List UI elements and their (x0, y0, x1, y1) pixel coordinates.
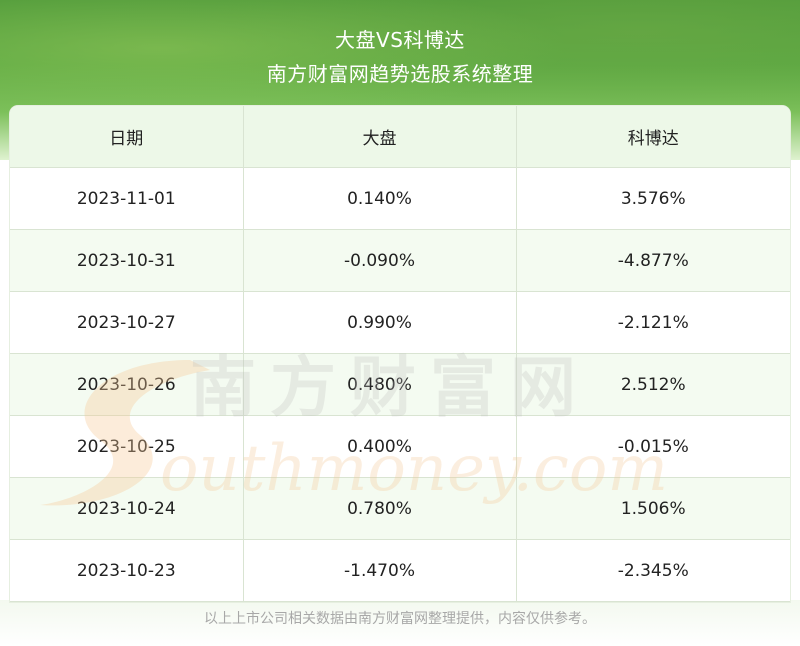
data-table-card: 日期 大盘 科博达 2023-11-01 0.140% 3.576% 2023-… (10, 106, 790, 602)
column-header-stock: 科博达 (516, 106, 790, 168)
table-row: 2023-11-01 0.140% 3.576% (10, 167, 790, 230)
stock-cell: 2.512% (516, 353, 790, 416)
date-cell: 2023-10-24 (10, 477, 244, 540)
date-cell: 2023-10-27 (10, 291, 244, 354)
date-cell: 2023-10-26 (10, 353, 244, 416)
date-cell: 2023-11-01 (10, 167, 244, 230)
stock-cell: -0.015% (516, 415, 790, 478)
table-row: 2023-10-25 0.400% -0.015% (10, 415, 790, 478)
page-subtitle: 南方财富网趋势选股系统整理 (266, 62, 534, 86)
column-header-market: 大盘 (243, 106, 517, 168)
stock-cell: -2.121% (516, 291, 790, 354)
stock-cell: -4.877% (516, 229, 790, 292)
market-cell: 0.990% (243, 291, 517, 354)
table-row: 2023-10-26 0.480% 2.512% (10, 353, 790, 416)
table-row: 2023-10-23 -1.470% -2.345% (10, 539, 790, 602)
date-cell: 2023-10-25 (10, 415, 244, 478)
footer-note: 以上上市公司相关数据由南方财富网整理提供，内容仅供参考。 (204, 611, 596, 627)
stock-cell: -2.345% (516, 539, 790, 602)
stock-cell: 3.576% (516, 167, 790, 230)
table-header-row: 日期 大盘 科博达 (10, 106, 790, 168)
market-cell: 0.400% (243, 415, 517, 478)
table-row: 2023-10-27 0.990% -2.121% (10, 291, 790, 354)
date-cell: 2023-10-23 (10, 539, 244, 602)
footer-background (0, 600, 800, 646)
column-header-date: 日期 (10, 106, 244, 168)
stock-cell: 1.506% (516, 477, 790, 540)
page-title: 大盘VS科博达 (335, 28, 465, 52)
market-cell: 0.780% (243, 477, 517, 540)
table-row: 2023-10-24 0.780% 1.506% (10, 477, 790, 540)
comparison-table: 日期 大盘 科博达 2023-11-01 0.140% 3.576% 2023-… (10, 106, 790, 602)
market-cell: -1.470% (243, 539, 517, 602)
table-row: 2023-10-31 -0.090% -4.877% (10, 229, 790, 292)
market-cell: 0.480% (243, 353, 517, 416)
date-cell: 2023-10-31 (10, 229, 244, 292)
market-cell: -0.090% (243, 229, 517, 292)
market-cell: 0.140% (243, 167, 517, 230)
